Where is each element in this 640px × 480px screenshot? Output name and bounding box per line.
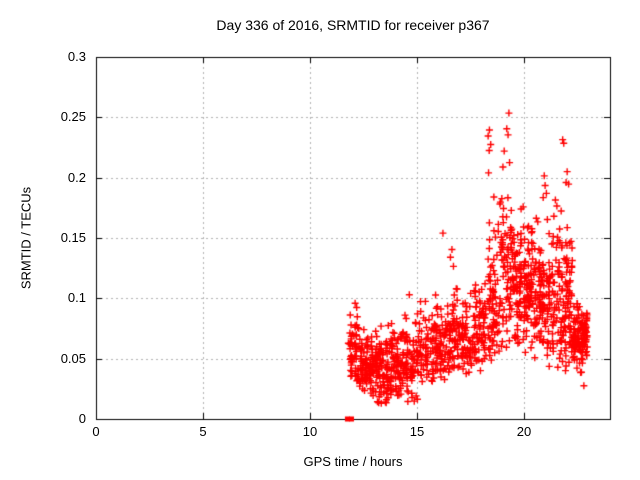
y-tick-label: 0.2	[67, 170, 86, 185]
x-tick-label: 10	[302, 424, 318, 439]
y-tick-label: 0.15	[60, 230, 86, 245]
y-tick-label: 0.3	[67, 49, 86, 64]
x-tick-label: 20	[516, 424, 532, 439]
x-tick-label: 5	[199, 424, 207, 439]
y-tick-label: 0	[78, 411, 86, 426]
x-tick-label: 0	[92, 424, 100, 439]
x-axis-label: GPS time / hours	[303, 454, 403, 469]
x-tick-label: 15	[409, 424, 425, 439]
y-tick-label: 0.05	[60, 351, 86, 366]
y-tick-label: 0.25	[60, 109, 86, 124]
chart-title: Day 336 of 2016, SRMTID for receiver p36…	[216, 17, 490, 33]
y-tick-label: 0.1	[67, 290, 86, 305]
